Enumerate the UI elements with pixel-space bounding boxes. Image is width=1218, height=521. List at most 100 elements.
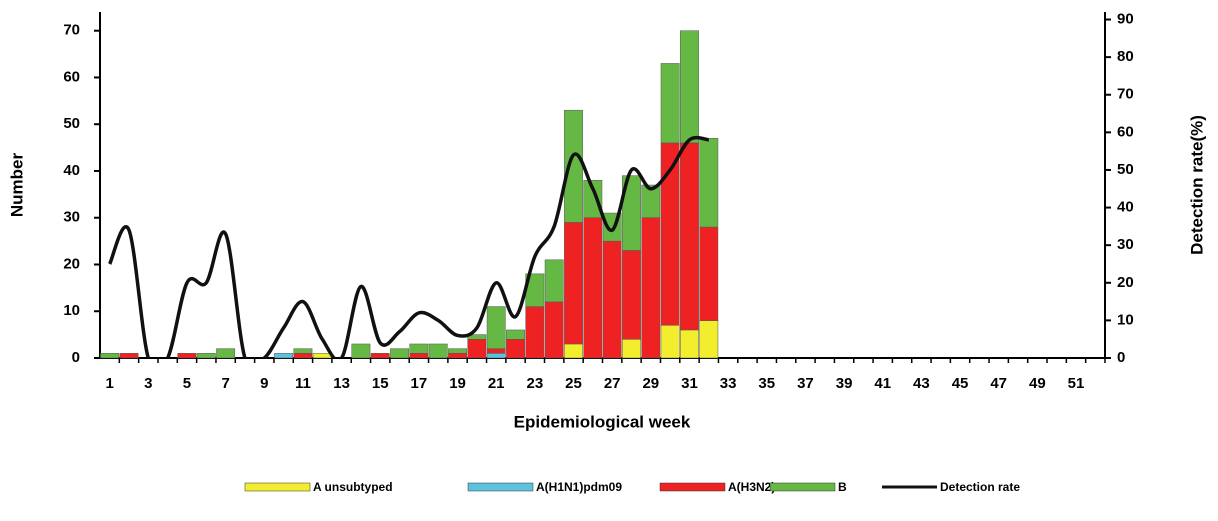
bar-segment: [564, 222, 583, 345]
x-tick-label: 35: [758, 375, 775, 392]
x-axis-title: Epidemiological week: [514, 412, 691, 431]
bar-segment: [486, 306, 506, 349]
x-tick-label: 49: [1029, 375, 1046, 392]
y2-tick-label: 30: [1117, 236, 1134, 253]
bar-segment: [622, 175, 641, 251]
legend-swatch: [467, 482, 534, 492]
legend-label: A unsubtyped: [313, 480, 393, 494]
bar-segment: [680, 329, 699, 359]
legend-label: A(H3N2): [728, 480, 775, 494]
legend-swatch: [659, 482, 726, 492]
bar-segment: [506, 329, 525, 340]
legend-swatch: [244, 482, 311, 492]
bar-segment: [641, 217, 661, 359]
x-tick-label: 9: [260, 375, 268, 392]
bar-segment: [216, 348, 236, 359]
bar-segment: [544, 259, 564, 303]
y2-tick-label: 20: [1117, 274, 1134, 291]
bar-segment: [699, 320, 719, 359]
bar-segment: [293, 348, 313, 354]
bar-segment: [660, 63, 680, 144]
bar-segment: [564, 343, 583, 359]
y2-tick-label: 0: [1117, 349, 1125, 366]
bar-segment: [622, 339, 641, 359]
y-tick-label: 50: [63, 115, 80, 132]
y2-tick-label: 50: [1117, 161, 1134, 178]
x-tick-label: 5: [183, 375, 191, 392]
bar-segment: [583, 217, 603, 359]
y2-axis-title: Detection rate(%): [1187, 115, 1206, 255]
bar-segment: [448, 348, 467, 354]
x-tick-label: 51: [1068, 375, 1085, 392]
bar-segment: [428, 343, 448, 359]
x-tick-label: 45: [952, 375, 969, 392]
legend-label: B: [838, 480, 847, 494]
y2-tick-label: 40: [1117, 199, 1134, 216]
x-tick-label: 15: [372, 375, 389, 392]
bar-segment: [370, 353, 390, 359]
bar-segment: [699, 226, 719, 321]
bar-segment: [448, 353, 467, 359]
x-tick-label: 43: [913, 375, 930, 392]
bar-segment: [119, 353, 139, 359]
x-tick-label: 37: [797, 375, 814, 392]
x-tick-label: 13: [333, 375, 350, 392]
bar-segment: [409, 343, 429, 354]
detection-line: [108, 135, 710, 358]
bar-segment: [583, 180, 603, 218]
legend-label: A(H1N1)pdm09: [536, 480, 622, 494]
y2-tick-label: 10: [1117, 311, 1134, 328]
bar-segment: [506, 339, 525, 359]
bar-segment: [390, 348, 409, 359]
bar-segment: [660, 325, 680, 359]
y-tick-label: 70: [63, 22, 80, 39]
x-tick-label: 29: [642, 375, 659, 392]
bar-segment: [602, 240, 622, 359]
x-tick-label: 11: [295, 375, 311, 392]
bar-segment: [680, 142, 699, 331]
x-tick-label: 21: [488, 375, 505, 392]
bar-segment: [467, 339, 487, 359]
x-tick-label: 47: [990, 375, 1007, 392]
x-tick-label: 17: [411, 375, 428, 392]
bar-segment: [486, 353, 506, 359]
x-tick-label: 23: [527, 375, 544, 392]
x-tick-label: 39: [836, 375, 853, 392]
bar-segment: [274, 353, 294, 359]
y2-tick-label: 60: [1117, 123, 1134, 140]
y-tick-label: 0: [72, 349, 80, 366]
bar-segment: [312, 353, 332, 359]
bar-segment: [293, 353, 313, 359]
y-axis-title: Number: [7, 153, 26, 218]
bar-segment: [409, 353, 429, 359]
y-tick-label: 20: [63, 255, 80, 272]
bar-segment: [544, 301, 564, 359]
y-tick-label: 30: [63, 209, 80, 226]
x-tick-label: 1: [105, 375, 113, 392]
x-tick-label: 41: [874, 375, 891, 392]
bar-segment: [641, 184, 661, 218]
bar-segment: [699, 137, 719, 228]
x-tick-label: 25: [565, 375, 582, 392]
y2-tick-label: 90: [1117, 10, 1134, 27]
y-tick-label: 40: [63, 162, 80, 179]
y2-tick-label: 80: [1117, 48, 1134, 65]
legend-label: Detection rate: [940, 480, 1020, 494]
y2-tick-label: 70: [1117, 86, 1134, 103]
x-tick-label: 27: [604, 375, 621, 392]
x-tick-label: 7: [221, 375, 229, 392]
bar-segment: [100, 353, 120, 359]
bar-segment: [177, 353, 197, 359]
legend-swatch: [769, 482, 836, 492]
bar-segment: [196, 353, 216, 359]
bar-segment: [680, 30, 699, 144]
bar-segment: [525, 306, 545, 359]
y-tick-label: 10: [63, 302, 80, 319]
x-tick-label: 3: [144, 375, 152, 392]
x-tick-label: 31: [681, 375, 698, 392]
bar-segment: [486, 348, 506, 354]
bar-segment: [622, 250, 641, 340]
x-tick-label: 33: [720, 375, 737, 392]
